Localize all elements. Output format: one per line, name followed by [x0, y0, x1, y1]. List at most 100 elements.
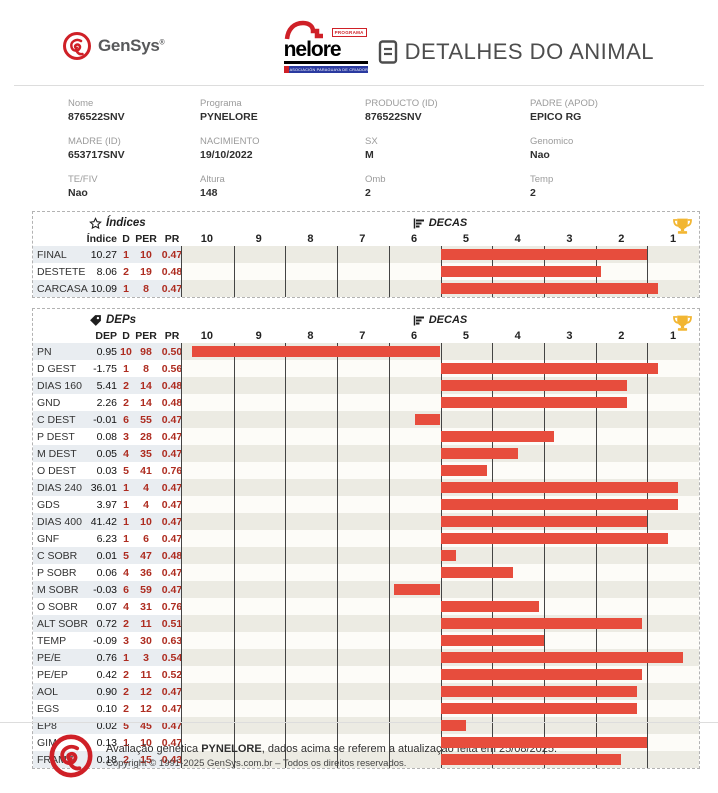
row-decile: 1 — [123, 532, 129, 545]
decas-gridline — [285, 360, 287, 377]
row-decile: 2 — [123, 685, 129, 698]
row-left-block: PE/EP 0.42 2 11 0.52 — [33, 666, 182, 683]
decas-bar — [414, 414, 441, 425]
decas-bar — [440, 482, 679, 493]
decas-gridline — [595, 411, 597, 428]
decas-gridline — [337, 479, 339, 496]
row-label: O DEST — [37, 464, 77, 477]
row-left-block: TEMP -0.09 3 30 0.63 — [33, 632, 182, 649]
table-row: GNF 6.23 1 6 0.47 — [33, 530, 699, 547]
row-label: PE/EP — [37, 668, 68, 681]
decas-gridline — [285, 598, 287, 615]
decas-gridline — [233, 632, 235, 649]
info-field-value: Nao — [530, 149, 550, 161]
row-percentile: 6 — [143, 532, 149, 545]
decas-gridline — [337, 462, 339, 479]
decas-bar — [440, 669, 643, 680]
decas-gridline — [595, 581, 597, 598]
decas-gridline — [285, 649, 287, 666]
row-decas-chart — [181, 462, 699, 479]
row-percentile: 35 — [140, 447, 152, 460]
decas-gridline — [337, 717, 339, 734]
decas-gridline — [285, 547, 287, 564]
info-field: SX M — [365, 136, 530, 161]
row-accuracy: 0.47 — [161, 685, 183, 698]
indices-table: Índices DECAS Índice D PER PR 10 9 8 7 6 5 4 3 2 1 FINAL… — [32, 211, 700, 298]
decas-gridline — [337, 564, 339, 581]
trophy-icon — [672, 313, 693, 334]
decas-scale-row: 10 9 8 7 6 5 4 3 2 1 — [181, 330, 699, 342]
decas-gridline — [233, 428, 235, 445]
row-decas-chart — [181, 717, 699, 734]
decas-bar — [440, 363, 658, 374]
row-value: 5.41 — [96, 379, 117, 392]
row-percentile: 14 — [140, 379, 152, 392]
row-label: GND — [37, 396, 61, 409]
row-value: 0.03 — [96, 464, 117, 477]
row-label: D GEST — [37, 362, 77, 375]
table-row: DIAS 240 36.01 1 4 0.47 — [33, 479, 699, 496]
decas-gridline — [233, 751, 235, 768]
row-accuracy: 0.52 — [161, 668, 183, 681]
decas-gridline — [543, 581, 545, 598]
decas-bar — [440, 448, 519, 459]
decas-scale-label: 2 — [618, 232, 625, 245]
decas-gridline — [337, 751, 339, 768]
row-value: -0.01 — [93, 413, 117, 426]
row-accuracy: 0.47 — [161, 566, 183, 579]
decas-gridline — [285, 615, 287, 632]
row-label: EGS — [37, 702, 60, 715]
row-percentile: 10 — [140, 515, 152, 528]
decas-gridline — [647, 547, 649, 564]
row-decile: 5 — [123, 549, 129, 562]
info-field-label: TE/FIV — [68, 174, 98, 185]
table-row: P SOBR 0.06 4 36 0.47 — [33, 564, 699, 581]
row-decas-chart — [181, 683, 699, 700]
decas-gridline — [388, 615, 390, 632]
row-decile: 2 — [123, 668, 129, 681]
decas-scale-label: 6 — [411, 232, 418, 245]
info-field-value: EPICO RG — [530, 111, 582, 123]
decas-bar — [440, 397, 627, 408]
gensys-logo-icon — [62, 31, 92, 61]
info-field-label: PADRE (APOD) — [530, 98, 598, 109]
row-decile: 4 — [123, 600, 129, 613]
row-value: -0.03 — [93, 583, 117, 596]
decas-gridline — [233, 263, 235, 280]
column-header-per: PER — [135, 232, 157, 245]
decas-gridline — [595, 343, 597, 360]
decas-scale-label: 3 — [566, 232, 573, 245]
registered-mark: ® — [159, 38, 165, 46]
row-accuracy: 0.47 — [161, 430, 183, 443]
row-label: FINAL — [37, 248, 67, 261]
row-accuracy: 0.47 — [161, 583, 183, 596]
row-decile: 5 — [123, 719, 129, 732]
decas-gridline — [647, 700, 649, 717]
row-accuracy: 0.47 — [161, 413, 183, 426]
table-row: M SOBR -0.03 6 59 0.47 — [33, 581, 699, 598]
decas-gridline — [388, 479, 390, 496]
table-row: DIAS 400 41.42 1 10 0.47 — [33, 513, 699, 530]
table-title-text: Índices — [106, 217, 146, 229]
column-header-value: Índice — [86, 232, 117, 245]
decas-scale-label: 1 — [670, 329, 677, 342]
decas-gridline — [647, 564, 649, 581]
row-label: C SOBR — [37, 549, 78, 562]
decas-bar — [440, 686, 637, 697]
decas-gridline — [233, 496, 235, 513]
decas-gridline — [285, 734, 287, 751]
row-accuracy: 0.47 — [161, 282, 183, 295]
row-decile: 2 — [123, 617, 129, 630]
gensys-logo: GenSys® — [62, 31, 165, 61]
decas-gridline — [388, 598, 390, 615]
decas-gridline — [233, 700, 235, 717]
row-decas-chart — [181, 263, 699, 280]
decas-scale-label: 2 — [618, 329, 625, 342]
decas-gridline — [388, 717, 390, 734]
row-left-block: PE/E 0.76 1 3 0.54 — [33, 649, 182, 666]
table-row: EGS 0.10 2 12 0.47 — [33, 700, 699, 717]
decas-gridline — [233, 360, 235, 377]
decas-gridline — [647, 666, 649, 683]
row-decas-chart — [181, 496, 699, 513]
row-accuracy: 0.43 — [161, 753, 183, 766]
